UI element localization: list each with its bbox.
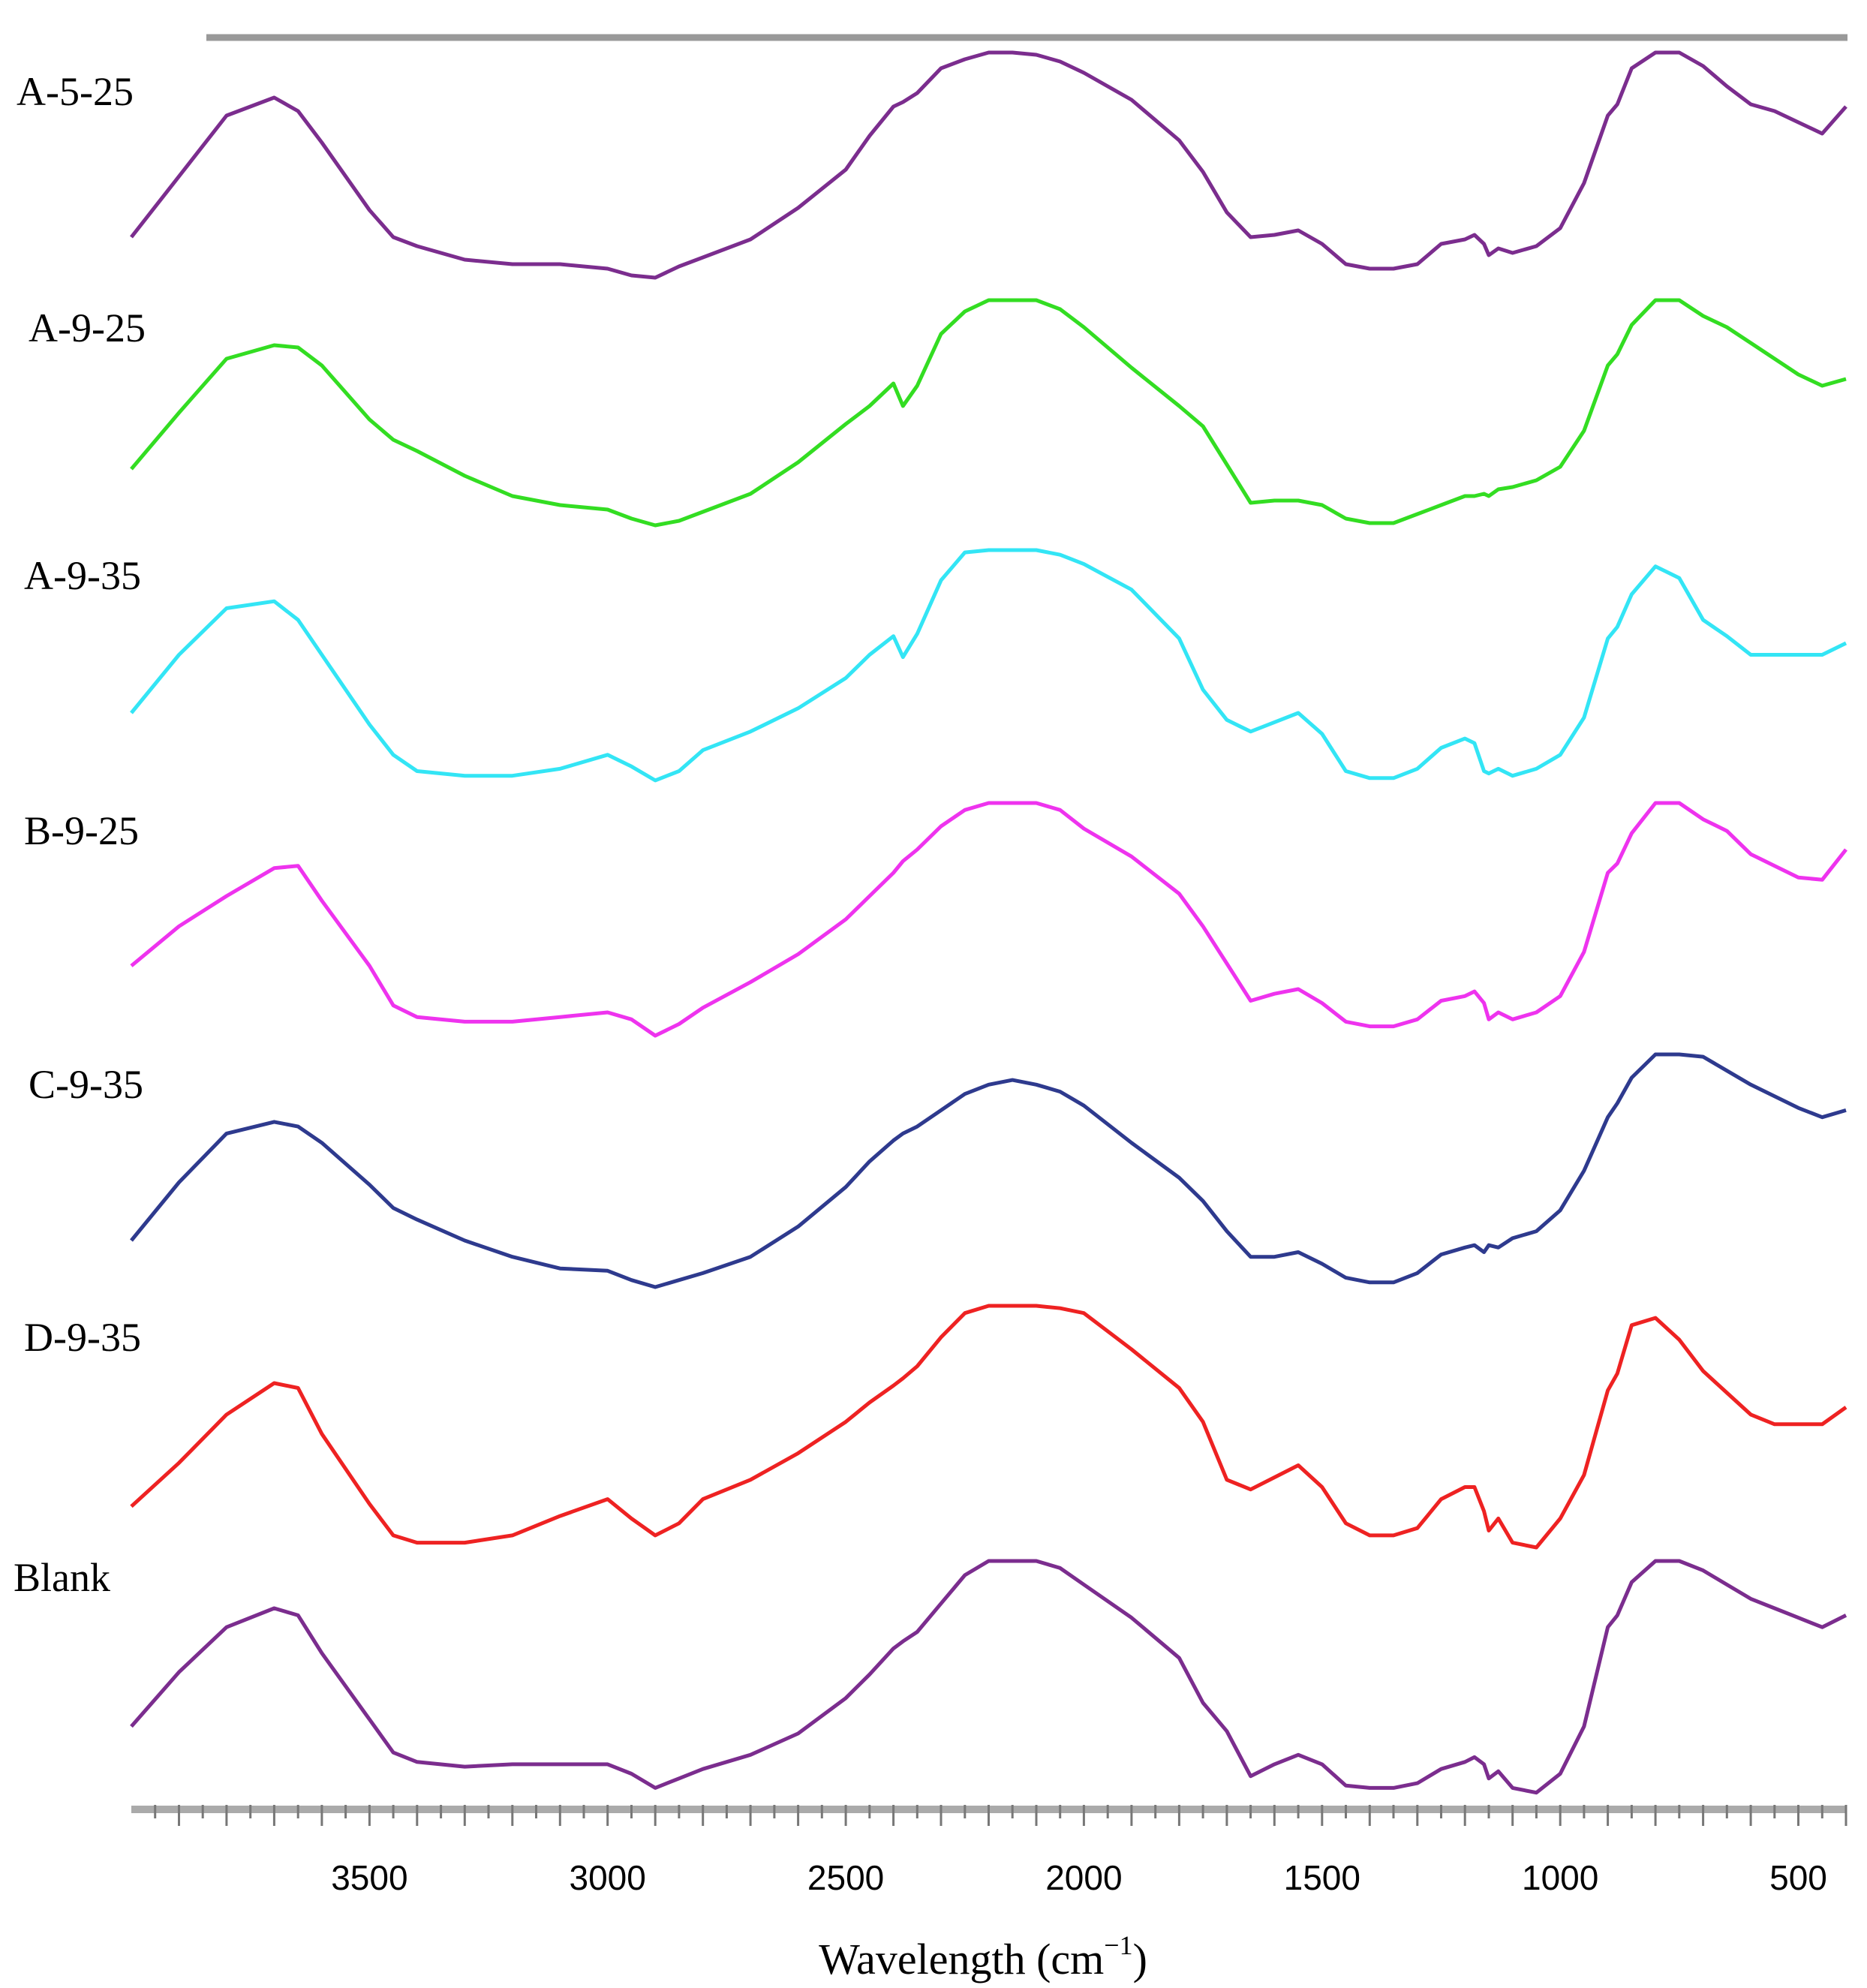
label-d-9-35: D-9-35 — [24, 1315, 141, 1360]
x-axis-ticks: 3500 3000 2500 2000 1500 1000 500 — [154, 1805, 1847, 1897]
spectrum-traces — [130, 50, 1847, 1795]
label-a-5-25: A-5-25 — [17, 69, 134, 114]
x-tick-label-1500: 1500 — [1284, 1858, 1360, 1897]
trace-c-9-35 — [130, 1052, 1847, 1289]
label-a-9-25: A-9-25 — [29, 305, 146, 350]
label-blank: Blank — [14, 1555, 110, 1600]
trace-blank — [130, 1559, 1847, 1795]
label-b-9-25: B-9-25 — [24, 808, 139, 853]
x-axis-title: Wavelength (cm−1) — [819, 1930, 1147, 1983]
trace-a-5-25 — [130, 50, 1847, 280]
trace-d-9-35 — [130, 1304, 1847, 1550]
x-axis: 3500 3000 2500 2000 1500 1000 500 — [131, 1805, 1847, 1897]
label-c-9-35: C-9-35 — [29, 1062, 143, 1107]
label-a-9-35: A-9-35 — [24, 553, 141, 598]
x-tick-label-500: 500 — [1769, 1858, 1827, 1897]
x-tick-label-3500: 3500 — [331, 1858, 407, 1897]
x-tick-label-2500: 2500 — [807, 1858, 884, 1897]
x-tick-label-1000: 1000 — [1522, 1858, 1598, 1897]
series-labels: A-5-25 A-9-25 A-9-35 B-9-25 C-9-35 D-9-35 Blan… — [14, 69, 146, 1600]
x-tick-label-3000: 3000 — [570, 1858, 646, 1897]
trace-a-9-25 — [130, 298, 1847, 528]
trace-b-9-25 — [130, 801, 1847, 1038]
x-tick-label-2000: 2000 — [1045, 1858, 1122, 1897]
trace-a-9-35 — [130, 548, 1847, 783]
